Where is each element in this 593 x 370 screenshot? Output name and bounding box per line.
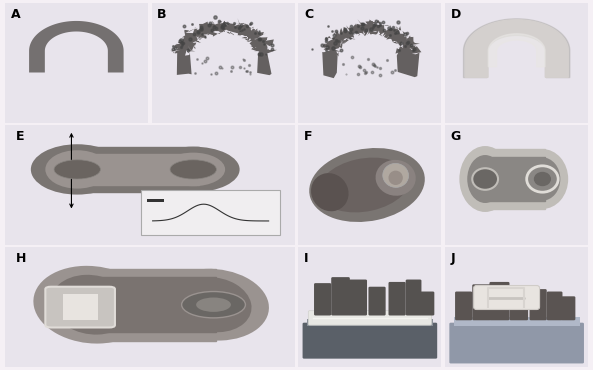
Circle shape — [472, 168, 498, 190]
Ellipse shape — [375, 160, 416, 196]
Polygon shape — [89, 277, 216, 332]
Bar — [141, 190, 280, 235]
Ellipse shape — [517, 149, 568, 209]
Ellipse shape — [525, 157, 560, 201]
Ellipse shape — [388, 171, 403, 185]
Polygon shape — [74, 147, 199, 192]
FancyBboxPatch shape — [314, 283, 331, 316]
Text: D: D — [451, 8, 461, 21]
FancyBboxPatch shape — [472, 284, 491, 320]
FancyBboxPatch shape — [349, 279, 367, 316]
Circle shape — [534, 172, 551, 186]
Polygon shape — [322, 19, 422, 78]
Text: G: G — [451, 130, 461, 143]
Text: C: C — [304, 8, 313, 21]
Ellipse shape — [311, 173, 349, 211]
Ellipse shape — [161, 153, 225, 186]
FancyBboxPatch shape — [474, 286, 540, 309]
Polygon shape — [89, 269, 216, 341]
Text: E: E — [17, 130, 25, 143]
FancyBboxPatch shape — [308, 311, 432, 325]
FancyBboxPatch shape — [388, 282, 406, 316]
Text: B: B — [157, 8, 167, 21]
Bar — [307, 319, 433, 326]
FancyBboxPatch shape — [331, 277, 350, 316]
FancyBboxPatch shape — [406, 279, 422, 316]
Ellipse shape — [51, 275, 133, 334]
Polygon shape — [484, 149, 546, 209]
Text: J: J — [451, 252, 455, 265]
Polygon shape — [488, 34, 545, 67]
Ellipse shape — [31, 144, 123, 195]
Ellipse shape — [158, 269, 269, 340]
Polygon shape — [464, 19, 570, 78]
Bar — [147, 199, 164, 202]
Ellipse shape — [45, 150, 109, 189]
FancyBboxPatch shape — [455, 292, 472, 320]
Text: H: H — [17, 252, 27, 265]
Polygon shape — [484, 157, 546, 201]
Text: I: I — [304, 252, 308, 265]
FancyBboxPatch shape — [561, 296, 575, 320]
Polygon shape — [170, 18, 277, 75]
FancyBboxPatch shape — [45, 287, 115, 327]
Ellipse shape — [176, 277, 251, 332]
Ellipse shape — [467, 155, 503, 203]
FancyBboxPatch shape — [509, 287, 528, 320]
FancyBboxPatch shape — [530, 289, 547, 320]
Text: A: A — [11, 8, 20, 21]
Bar — [63, 294, 97, 320]
FancyBboxPatch shape — [368, 287, 385, 316]
Bar — [454, 317, 580, 326]
Ellipse shape — [33, 266, 150, 344]
Circle shape — [196, 297, 231, 312]
Circle shape — [170, 160, 216, 179]
Ellipse shape — [318, 158, 410, 212]
Polygon shape — [29, 21, 123, 73]
Ellipse shape — [309, 148, 425, 222]
Polygon shape — [465, 20, 568, 77]
Polygon shape — [74, 154, 199, 185]
Text: F: F — [304, 130, 313, 143]
FancyBboxPatch shape — [420, 292, 434, 316]
FancyBboxPatch shape — [449, 323, 584, 363]
Ellipse shape — [460, 146, 511, 212]
Ellipse shape — [147, 147, 240, 192]
FancyBboxPatch shape — [489, 282, 509, 320]
FancyBboxPatch shape — [547, 292, 563, 320]
Circle shape — [54, 160, 100, 179]
Ellipse shape — [382, 164, 409, 187]
FancyBboxPatch shape — [302, 323, 437, 359]
Circle shape — [181, 292, 246, 318]
